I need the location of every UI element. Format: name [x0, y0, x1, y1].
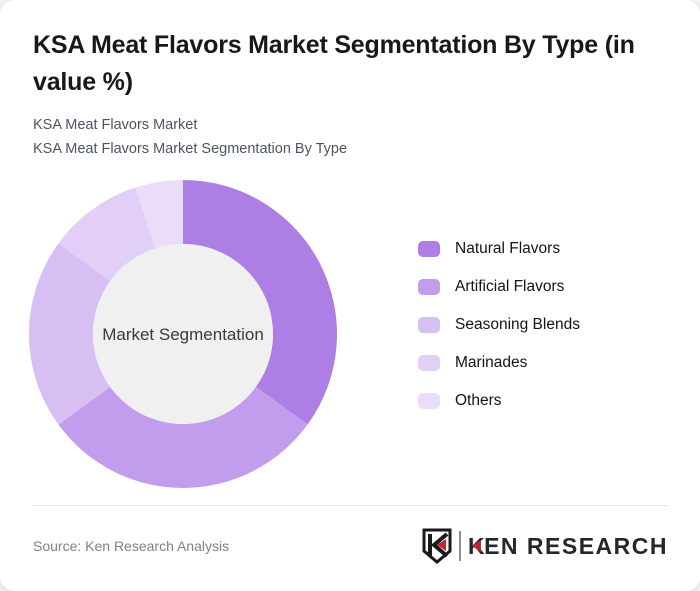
legend-label: Artificial Flavors [455, 278, 565, 295]
logo-separator [458, 531, 461, 561]
donut-segment-marinades[interactable] [58, 187, 156, 282]
logo-wordmark: K EN RESEARCH [468, 533, 668, 560]
subtitle-line-2: KSA Meat Flavors Market Segmentation By … [33, 141, 348, 157]
legend-item-natural-flavors[interactable]: Natural Flavors [418, 240, 580, 257]
chart-legend: Natural Flavors Artificial Flavors Seasoni… [418, 240, 580, 431]
donut-segment-artificial-flavors[interactable] [58, 386, 308, 489]
legend-swatch-others [418, 393, 440, 409]
legend-item-marinades[interactable]: Marinades [418, 354, 580, 371]
legend-swatch-artificial-flavors [418, 279, 440, 295]
chart-subtitle: KSA Meat Flavors Market KSA Meat Flavors… [33, 113, 347, 161]
ken-research-logo: K EN RESEARCH [421, 527, 668, 565]
donut-chart: Market Segmentation [28, 180, 338, 489]
donut-center-circle [93, 244, 273, 424]
legend-item-others[interactable]: Others [418, 392, 580, 409]
legend-label: Seasoning Blends [455, 316, 580, 333]
subtitle-line-1: KSA Meat Flavors Market [33, 117, 198, 133]
legend-item-artificial-flavors[interactable]: Artificial Flavors [418, 278, 580, 295]
donut-segment-others[interactable] [135, 180, 183, 249]
logo-shield-accent-triangle [436, 539, 446, 551]
logo-wordmark-rest: EN RESEARCH [484, 532, 668, 559]
source-text: Source: Ken Research Analysis [33, 538, 230, 554]
donut-center-label: Market Segmentation [102, 325, 264, 344]
donut-segment-seasoning-blends[interactable] [28, 243, 111, 425]
logo-accent-triangle-icon [472, 540, 482, 552]
legend-label: Marinades [455, 354, 528, 371]
legend-item-seasoning-blends[interactable]: Seasoning Blends [418, 316, 580, 333]
legend-swatch-seasoning-blends [418, 317, 440, 333]
legend-label: Natural Flavors [455, 240, 561, 257]
donut-segment-natural-flavors[interactable] [183, 180, 338, 425]
footer-divider [32, 505, 668, 506]
legend-swatch-natural-flavors [418, 241, 440, 257]
logo-shield-icon [422, 528, 452, 564]
legend-label: Others [455, 392, 502, 409]
legend-swatch-marinades [418, 355, 440, 371]
page-title: KSA Meat Flavors Market Segmentation By … [33, 31, 635, 96]
